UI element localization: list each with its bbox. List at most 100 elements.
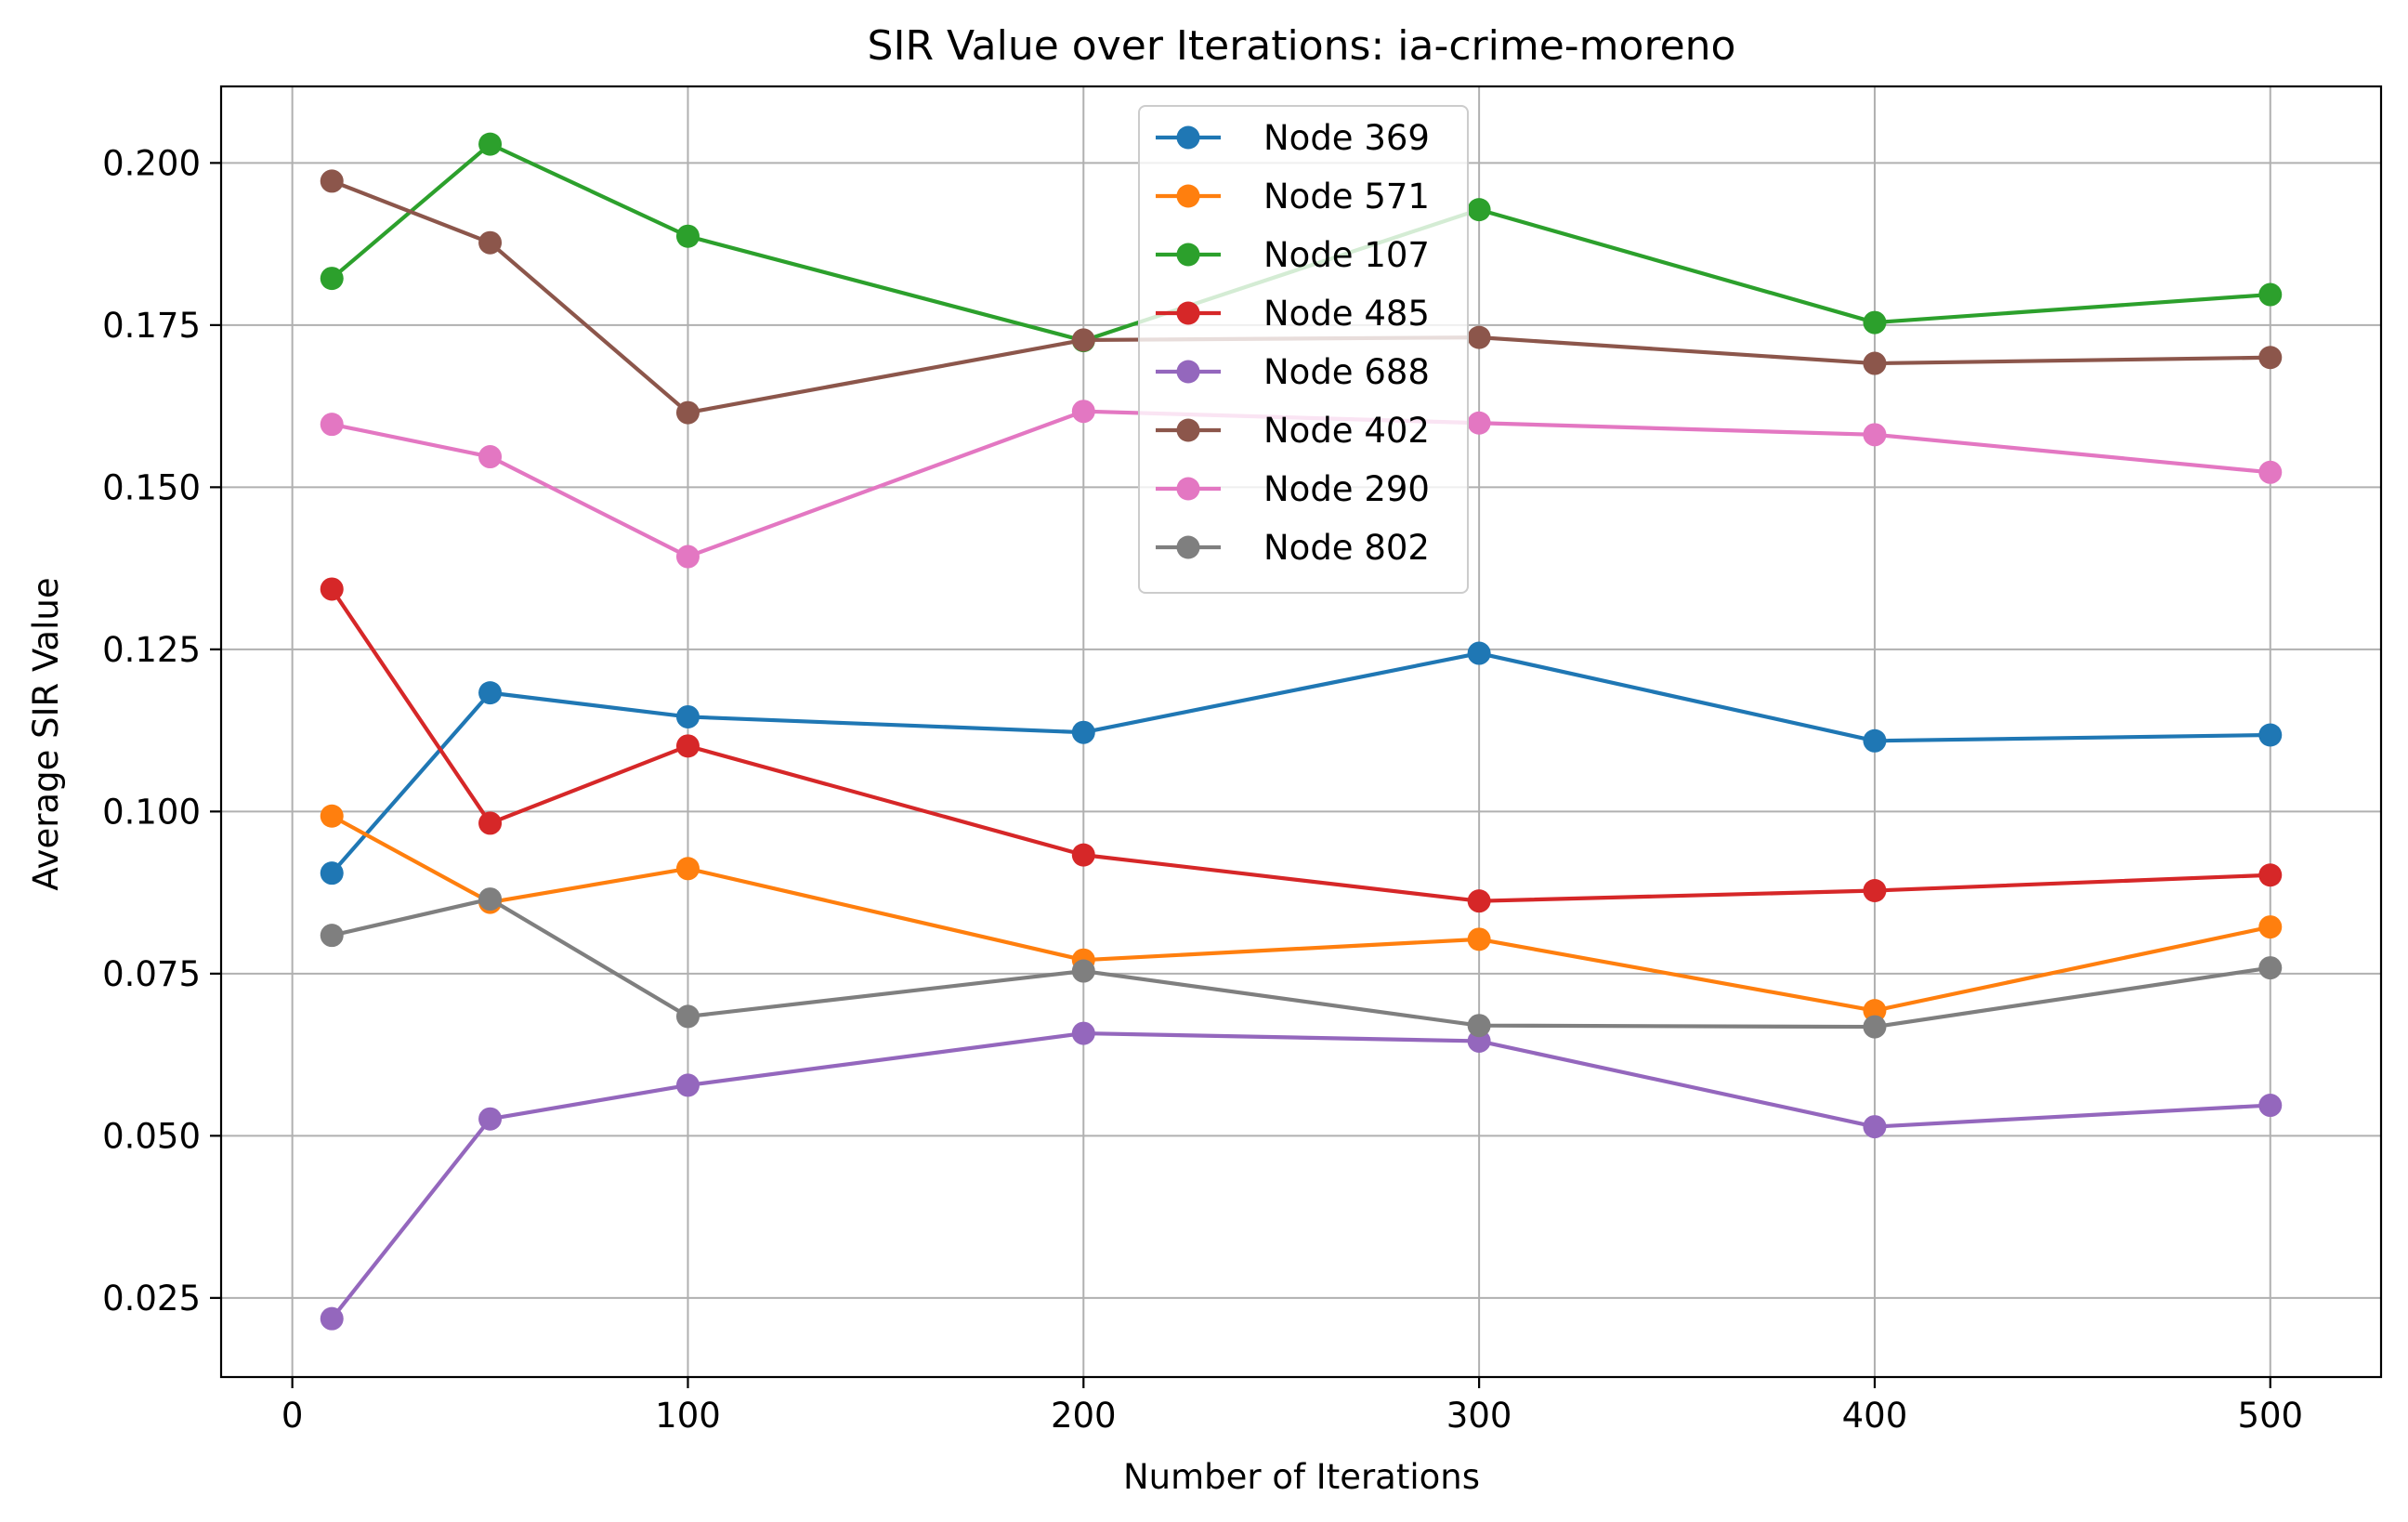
x-axis: 0 100 200 300 400 500 <box>281 1377 2303 1436</box>
legend-swatch-marker <box>1176 360 1200 384</box>
data-point-node-402 <box>2258 346 2283 370</box>
data-point-node-290 <box>1071 400 1095 424</box>
data-point-node-290 <box>478 445 503 469</box>
data-point-node-485 <box>1863 879 1887 903</box>
legend-item-node-107: Node 107 <box>1156 235 1430 275</box>
data-point-node-402 <box>1071 328 1095 352</box>
data-point-node-107 <box>320 267 344 291</box>
data-point-node-402 <box>320 169 344 193</box>
data-point-node-688 <box>2258 1094 2283 1118</box>
data-point-node-571 <box>1467 927 1491 951</box>
data-point-node-290 <box>2258 460 2283 484</box>
legend-item-node-485: Node 485 <box>1156 294 1430 334</box>
data-point-node-485 <box>1467 889 1491 913</box>
data-point-node-107 <box>675 224 700 248</box>
data-point-node-107 <box>1467 198 1491 222</box>
data-point-node-688 <box>675 1073 700 1097</box>
series-node-369 <box>320 641 2283 886</box>
data-point-node-571 <box>1863 999 1887 1023</box>
data-point-node-802 <box>2258 956 2283 980</box>
x-tick-label: 300 <box>1446 1396 1512 1436</box>
data-point-node-485 <box>1071 843 1095 867</box>
x-tick-label: 200 <box>1051 1396 1117 1436</box>
series-node-571 <box>320 804 2283 1023</box>
x-axis-label: Number of Iterations <box>1123 1457 1480 1497</box>
data-point-node-688 <box>478 1107 503 1131</box>
legend-label: Node 290 <box>1263 469 1430 509</box>
series-node-290 <box>320 400 2283 569</box>
y-tick-label: 0.075 <box>102 954 201 994</box>
legend-swatch-marker <box>1176 418 1200 442</box>
data-point-node-369 <box>1071 720 1095 744</box>
data-point-node-688 <box>1863 1115 1887 1139</box>
series-node-402 <box>320 169 2283 425</box>
legend-label: Node 402 <box>1263 411 1430 451</box>
legend-label: Node 688 <box>1263 352 1430 392</box>
y-tick-label: 0.050 <box>102 1116 201 1156</box>
plot-area-frame <box>219 85 2383 1379</box>
data-point-node-485 <box>2258 863 2283 887</box>
data-point-node-290 <box>675 545 700 569</box>
data-point-node-802 <box>1467 1014 1491 1038</box>
series-node-485 <box>320 577 2283 913</box>
data-point-node-369 <box>1467 641 1491 665</box>
x-tick-label: 0 <box>281 1396 304 1436</box>
y-tick-label: 0.025 <box>102 1279 201 1319</box>
legend-label: Node 485 <box>1263 294 1430 334</box>
data-point-node-369 <box>1863 728 1887 753</box>
legend-swatch-marker <box>1176 301 1200 325</box>
series-node-688 <box>320 1021 2283 1331</box>
data-point-node-369 <box>675 704 700 728</box>
legend-swatch-marker <box>1176 477 1200 501</box>
data-point-node-485 <box>675 734 700 758</box>
data-point-node-369 <box>320 861 344 886</box>
legend-item-node-290: Node 290 <box>1156 469 1430 509</box>
x-tick-label: 500 <box>2237 1396 2303 1436</box>
legend-label: Node 802 <box>1263 528 1430 568</box>
legend-item-node-688: Node 688 <box>1156 352 1430 392</box>
data-point-node-571 <box>675 857 700 881</box>
y-tick-label: 0.125 <box>102 630 201 670</box>
data-point-node-290 <box>320 413 344 437</box>
data-point-node-802 <box>478 887 503 912</box>
data-point-node-402 <box>675 400 700 425</box>
legend: Node 369 Node 571 Node 107 Node 485 Node 688… <box>1138 105 1469 594</box>
data-point-node-107 <box>1863 310 1887 335</box>
legend-item-node-571: Node 571 <box>1156 177 1430 216</box>
y-tick-label: 0.200 <box>102 143 201 183</box>
series-layer <box>320 132 2283 1331</box>
data-point-node-402 <box>1467 325 1491 349</box>
series-line-node-571 <box>331 814 2271 1013</box>
data-point-node-402 <box>478 230 503 255</box>
legend-label: Node 369 <box>1263 118 1430 158</box>
series-node-802 <box>320 887 2283 1039</box>
data-point-node-802 <box>1071 959 1095 983</box>
data-point-node-485 <box>478 811 503 835</box>
y-axis-label: Average SIR Value <box>26 577 66 890</box>
data-point-node-107 <box>2258 282 2283 307</box>
data-point-node-571 <box>320 804 344 828</box>
y-axis: 0.025 0.050 0.075 0.100 0.125 0.150 0.175 0.200 <box>102 143 221 1319</box>
legend-item-node-802: Node 802 <box>1156 528 1430 568</box>
data-point-node-571 <box>2258 915 2283 939</box>
y-tick-label: 0.100 <box>102 792 201 832</box>
data-point-node-802 <box>675 1004 700 1029</box>
data-point-node-402 <box>1863 351 1887 375</box>
series-line-node-369 <box>330 650 2271 875</box>
legend-swatch-marker <box>1176 243 1200 267</box>
series-line-node-688 <box>330 1030 2271 1320</box>
x-tick-label: 400 <box>1842 1396 1908 1436</box>
y-tick-label: 0.150 <box>102 467 201 507</box>
chart-title: SIR Value over Iterations: ia-crime-more… <box>868 22 1736 70</box>
series-line-node-485 <box>330 587 2271 903</box>
y-tick-label: 0.175 <box>102 306 201 346</box>
data-point-node-802 <box>320 924 344 948</box>
data-point-node-485 <box>320 577 344 601</box>
legend-label: Node 571 <box>1263 177 1430 216</box>
data-point-node-290 <box>1863 423 1887 447</box>
series-line-node-802 <box>331 897 2271 1030</box>
legend-item-node-369: Node 369 <box>1156 118 1430 158</box>
data-point-node-369 <box>2258 723 2283 747</box>
data-point-node-802 <box>1863 1015 1887 1039</box>
